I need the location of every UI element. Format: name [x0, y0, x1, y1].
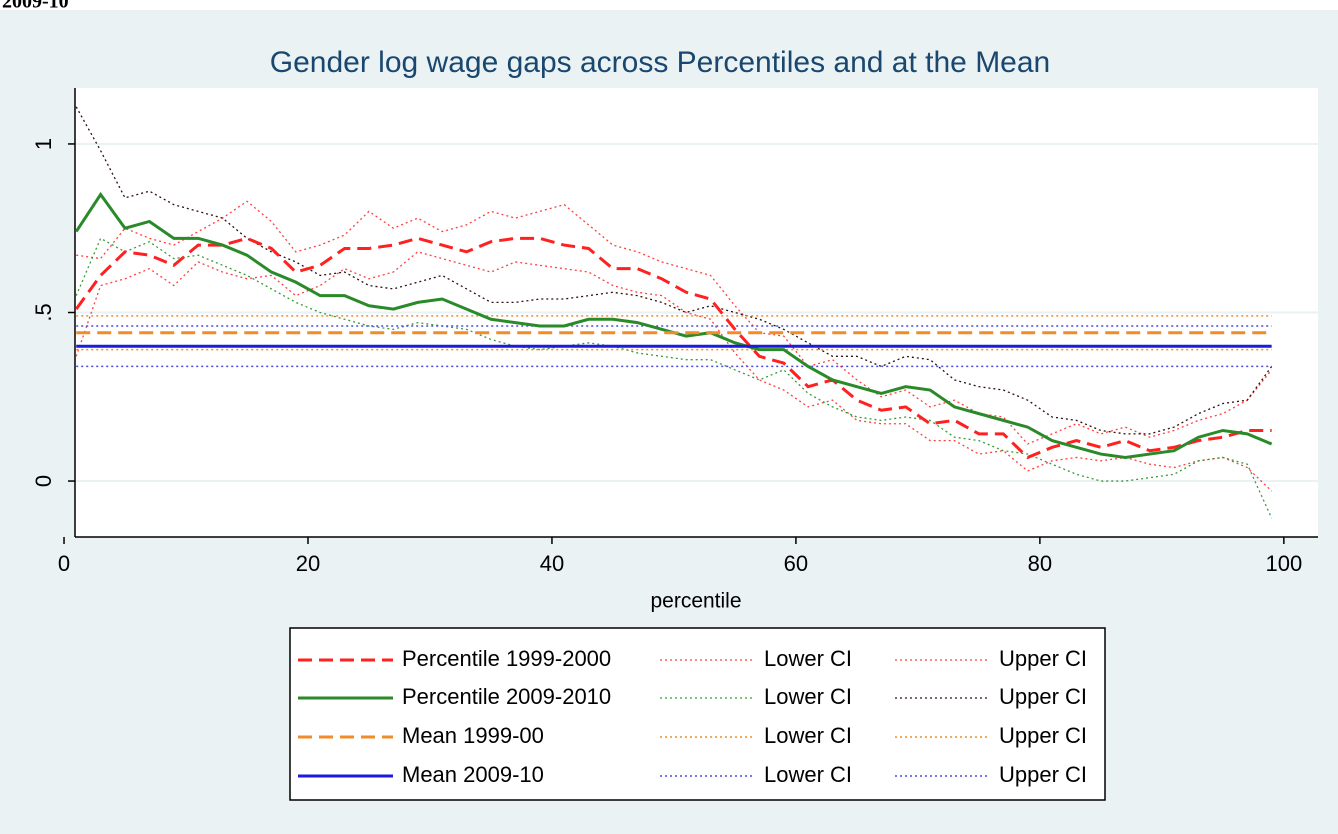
legend — [289, 627, 1106, 801]
x-tick-label: 100 — [1265, 551, 1302, 576]
legend-label: Upper CI — [999, 762, 1087, 787]
legend-label: Lower CI — [764, 684, 852, 709]
y-tick-label: .5 — [31, 303, 56, 321]
series-line — [75, 237, 1273, 519]
legend-label: Percentile 2009-2010 — [402, 684, 611, 709]
legend-label: Mean 1999-00 — [402, 723, 544, 748]
x-tick-label: 0 — [58, 551, 70, 576]
x-tick-label: 40 — [540, 551, 564, 576]
legend-label: Lower CI — [764, 762, 852, 787]
x-tick-label: 20 — [296, 551, 320, 576]
y-tick-label: 1 — [31, 138, 56, 150]
legend-label: Upper CI — [999, 646, 1087, 671]
series-line — [75, 236, 1272, 460]
caption: 2009-10 — [2, 0, 69, 13]
x-tick-label: 60 — [784, 551, 808, 576]
series-line — [75, 251, 1273, 492]
legend-label: Percentile 1999-2000 — [402, 646, 611, 671]
legend-label: Upper CI — [999, 684, 1087, 709]
legend-label: Lower CI — [764, 646, 852, 671]
legend-label: Mean 2009-10 — [402, 762, 544, 787]
x-axis-label: percentile — [650, 590, 741, 613]
y-tick-label: 0 — [31, 475, 56, 487]
legend-label: Lower CI — [764, 723, 852, 748]
x-tick-label: 80 — [1028, 551, 1052, 576]
legend-label: Upper CI — [999, 723, 1087, 748]
chart-title: Gender log wage gaps across Percentiles … — [270, 46, 1050, 79]
